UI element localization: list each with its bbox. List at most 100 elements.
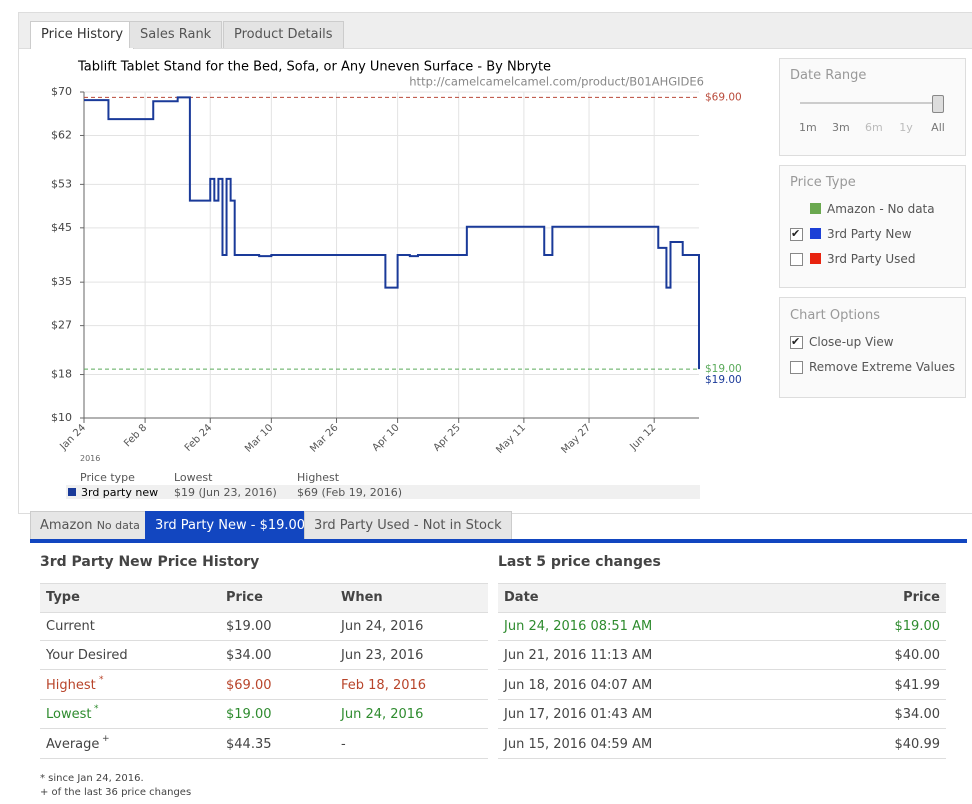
- legend-highest: $69 (Feb 19, 2016): [297, 486, 403, 499]
- cell: $34.00: [894, 707, 941, 723]
- y-tick-label: $10: [51, 411, 72, 424]
- option-label[interactable]: Amazon - No data: [827, 202, 935, 216]
- chart: Tablift Tablet Stand for the Bed, Sofa, …: [51, 60, 742, 464]
- legend-header: Lowest: [174, 471, 213, 484]
- range-option[interactable]: 1y: [899, 121, 913, 134]
- chart-title: Tablift Tablet Stand for the Bed, Sofa, …: [77, 60, 551, 75]
- y-tick-label: $18: [51, 368, 72, 381]
- x-tick-label: Mar 26: [308, 422, 340, 454]
- swatch: [810, 203, 821, 214]
- tab[interactable]: 3rd Party New - $19.00: [145, 511, 316, 540]
- section-title: 3rd Party New Price History: [40, 554, 260, 570]
- table-row: [498, 669, 946, 671]
- range-option[interactable]: 1m: [799, 121, 817, 134]
- x-tick-label: Feb 8: [122, 422, 149, 449]
- reference-label: $69.00: [705, 91, 742, 103]
- option-label[interactable]: 3rd Party New: [827, 227, 912, 241]
- cell: $40.00: [894, 648, 941, 664]
- cell: $44.35: [226, 736, 272, 752]
- cell: $41.99: [894, 677, 941, 693]
- slider-handle[interactable]: [932, 95, 944, 113]
- table-row: [40, 728, 488, 730]
- cell: Jun 23, 2016: [341, 648, 424, 664]
- column-header: Date: [504, 590, 539, 605]
- note: + of the last 36 price changes: [40, 787, 192, 798]
- cell-mark: *: [99, 674, 104, 685]
- panel-title: Date Range: [790, 68, 867, 83]
- legend-swatch: [68, 488, 76, 496]
- tab[interactable]: 3rd Party Used - Not in Stock: [304, 511, 512, 540]
- table-row: [498, 698, 946, 700]
- cell: $40.99: [894, 736, 941, 752]
- legend-row: [66, 485, 700, 499]
- y-tick-label: $70: [51, 85, 72, 98]
- table-row: [498, 757, 946, 759]
- cell: Average: [46, 736, 100, 752]
- column-header: When: [341, 590, 383, 605]
- year-label: 2016: [80, 454, 100, 463]
- table-row: [40, 669, 488, 671]
- table-header-row: [498, 583, 946, 613]
- column-header: Type: [46, 590, 80, 605]
- cell: Feb 18, 2016: [341, 677, 427, 693]
- cell: $19.00: [226, 707, 272, 723]
- price-line: [84, 96, 700, 370]
- option-label[interactable]: Close-up View: [809, 335, 894, 349]
- tab[interactable]: Product Details: [223, 21, 344, 48]
- panel-title: Chart Options: [790, 308, 881, 323]
- swatch: [810, 228, 821, 239]
- note: * since Jan 24, 2016.: [40, 773, 144, 784]
- last-value-label: $19.00: [705, 374, 742, 386]
- checkmark: ✔: [791, 227, 801, 240]
- legend-header: Highest: [297, 471, 340, 484]
- checkbox[interactable]: [790, 336, 803, 349]
- cell: Jun 15, 2016 04:59 AM: [504, 736, 653, 752]
- cell: Jun 24, 2016: [341, 619, 424, 634]
- table-row: [40, 757, 488, 759]
- section-title: Last 5 price changes: [498, 554, 661, 570]
- x-tick-label: Feb 24: [183, 422, 215, 454]
- checkbox[interactable]: [790, 228, 803, 241]
- column-header: Price: [226, 590, 263, 605]
- cell: $69.00: [226, 677, 272, 693]
- reference-label: $19.00: [705, 363, 742, 375]
- cell: Lowest: [46, 707, 92, 723]
- checkbox[interactable]: [790, 253, 803, 266]
- cell: Jun 24, 2016: [341, 707, 424, 723]
- range-option[interactable]: All: [931, 121, 945, 134]
- tab[interactable]: Amazon No data: [30, 511, 150, 540]
- table-row: [498, 728, 946, 730]
- x-tick-label: Apr 25: [432, 422, 463, 453]
- x-tick-label: May 27: [560, 422, 594, 456]
- chart-options-panel: [779, 297, 966, 398]
- panel-title: Price Type: [790, 175, 856, 190]
- legend-lowest: $19 (Jun 23, 2016): [174, 486, 277, 499]
- checkmark: ✔: [791, 335, 801, 348]
- checkbox[interactable]: [790, 361, 803, 374]
- tab[interactable]: Sales Rank: [129, 21, 223, 48]
- cell: Jun 21, 2016 11:13 AM: [504, 648, 653, 664]
- y-tick-label: $62: [51, 128, 72, 141]
- cell: Highest: [46, 677, 96, 693]
- price-type-panel: [779, 165, 966, 288]
- cell-mark: *: [94, 704, 99, 715]
- y-tick-label: $27: [51, 319, 72, 332]
- x-tick-label: Jun 12: [628, 422, 659, 453]
- column-header: Price: [903, 590, 940, 605]
- option-label[interactable]: Remove Extreme Values: [809, 360, 956, 374]
- range-option[interactable]: 3m: [832, 121, 850, 134]
- y-tick-label: $53: [51, 177, 72, 190]
- slider-track[interactable]: [800, 102, 938, 104]
- range-option[interactable]: 6m: [865, 121, 883, 134]
- legend-label: 3rd party new: [81, 486, 159, 499]
- cell-mark: +: [102, 733, 110, 744]
- option-label[interactable]: 3rd Party Used: [827, 252, 916, 266]
- tab[interactable]: Price History: [30, 21, 135, 49]
- tab-label: Amazon: [40, 518, 93, 533]
- y-tick-label: $45: [51, 221, 72, 234]
- swatch: [810, 253, 821, 264]
- cell: Current: [46, 619, 95, 634]
- cell: -: [341, 736, 346, 752]
- x-tick-label: May 11: [494, 422, 528, 456]
